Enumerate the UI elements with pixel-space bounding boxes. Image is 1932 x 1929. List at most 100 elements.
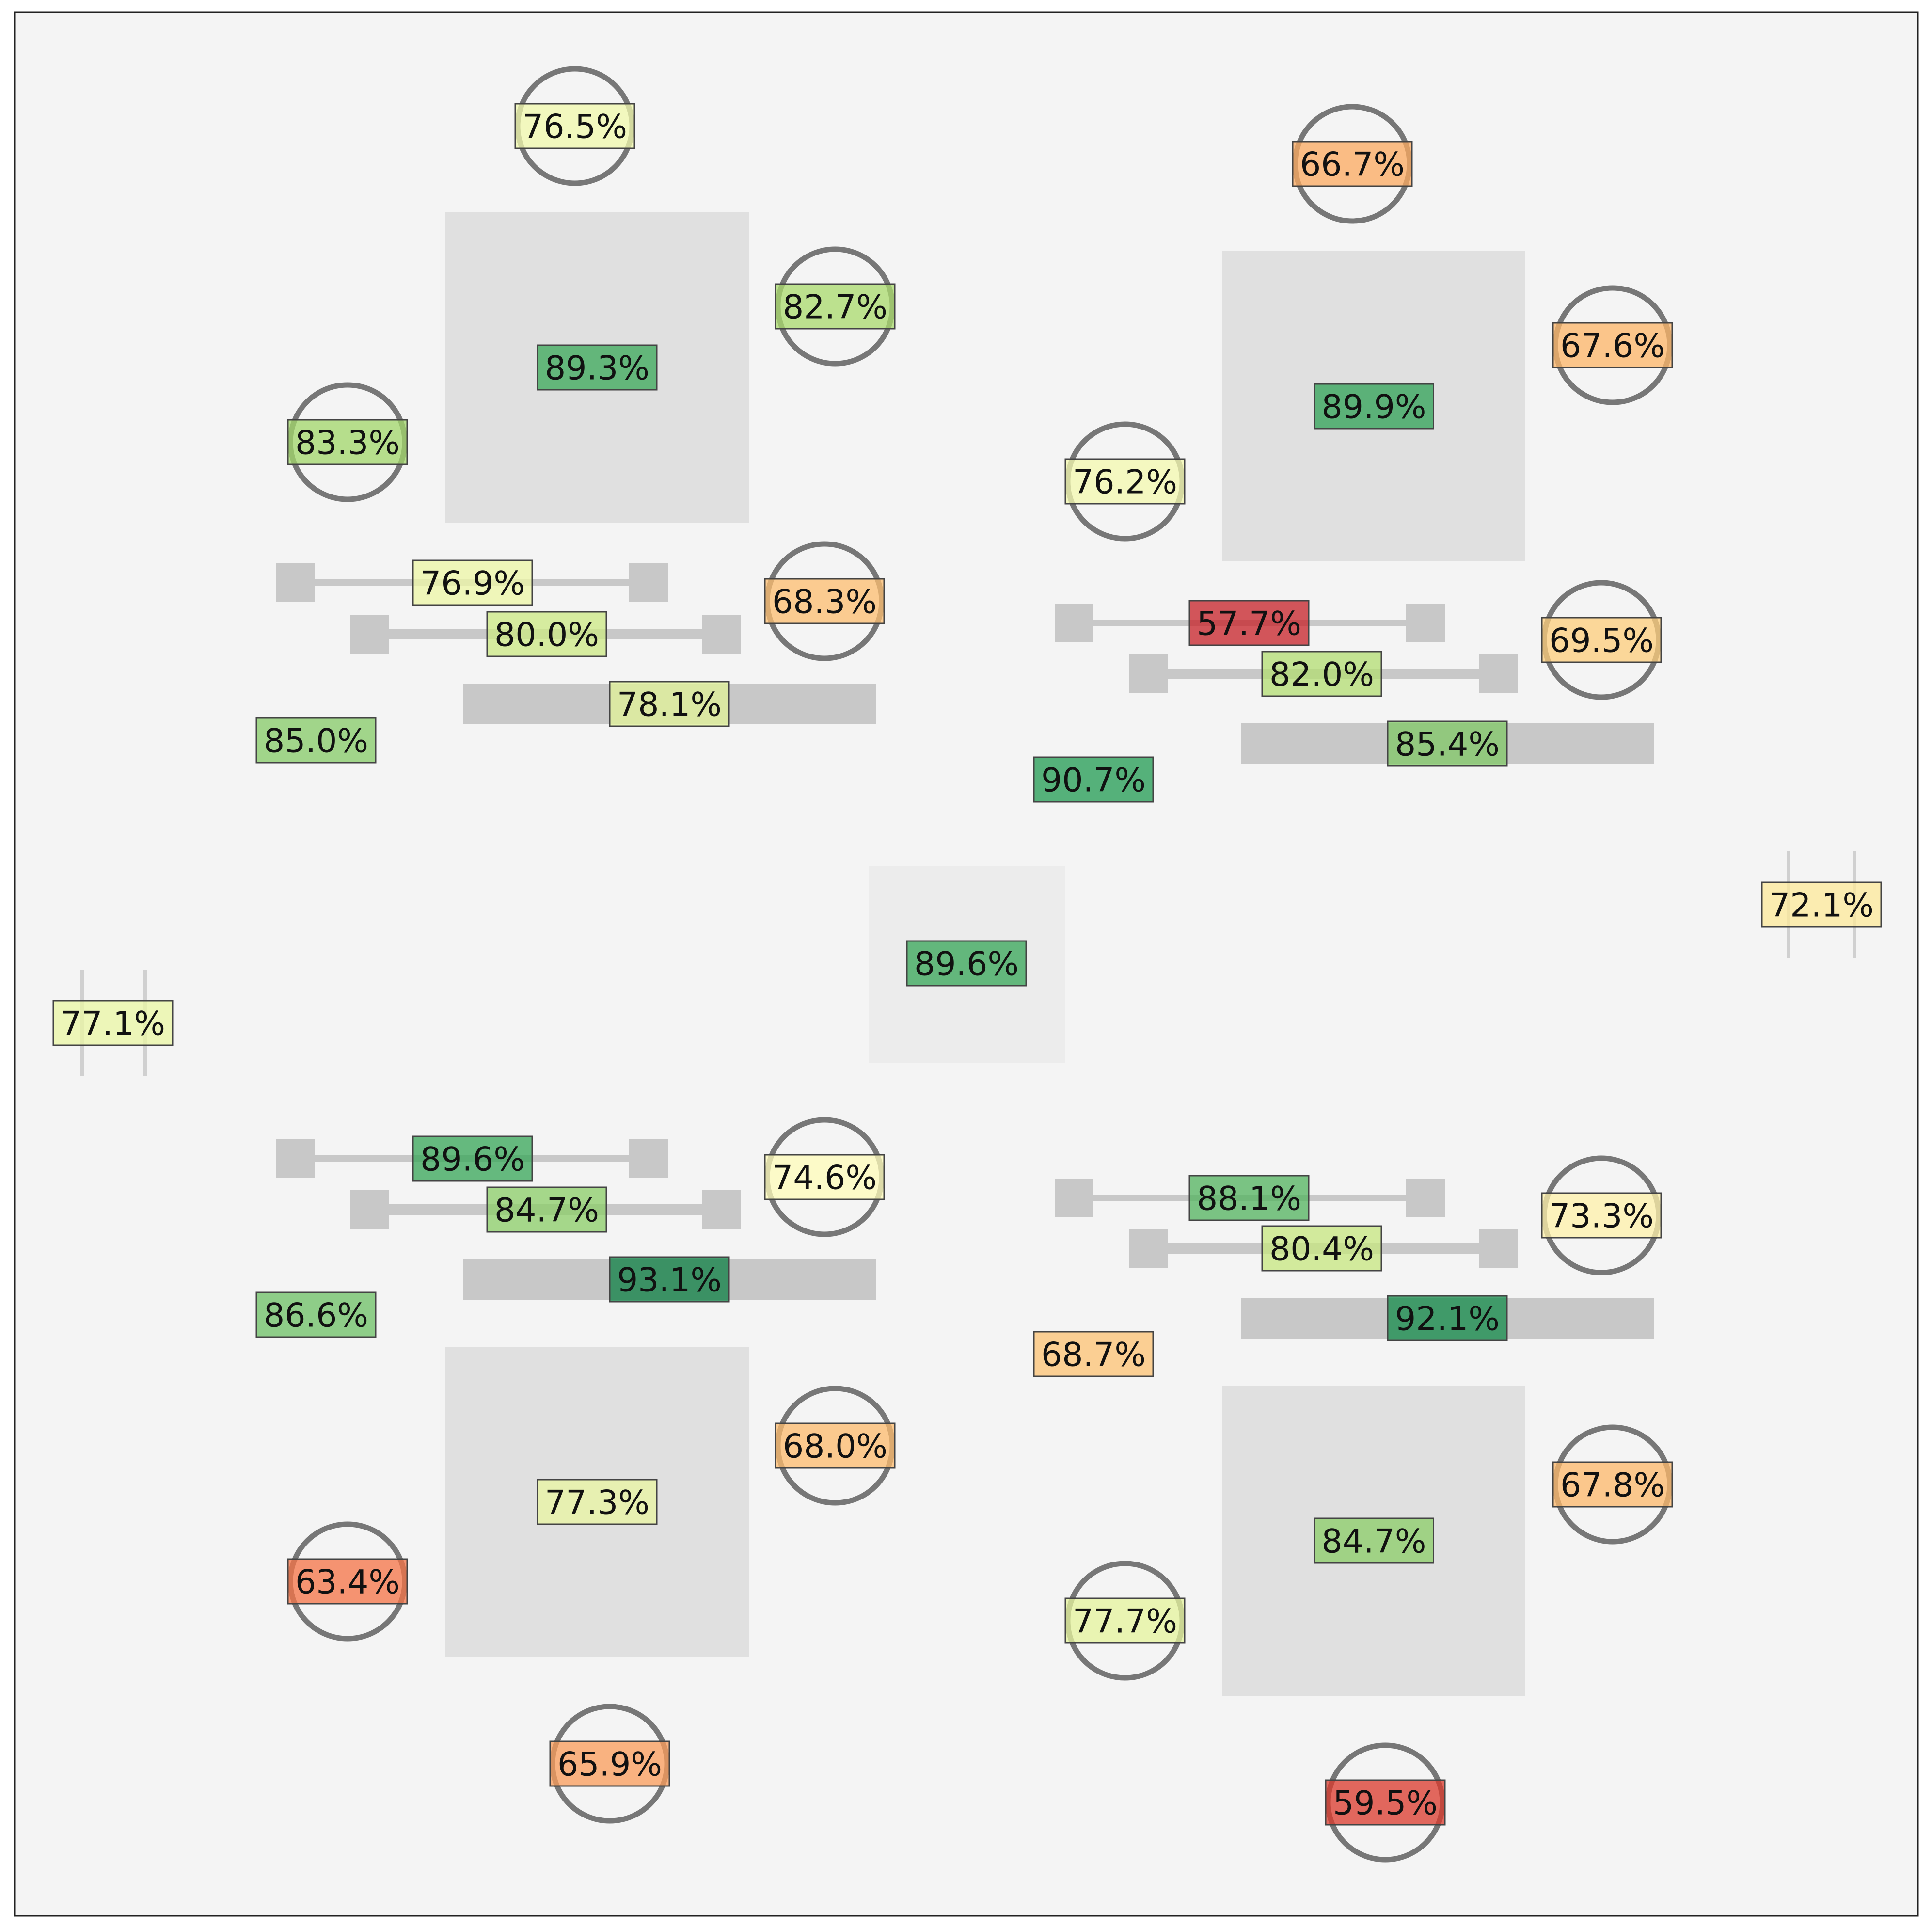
top-left-station-label: 85.0% — [255, 717, 377, 764]
bottom-right-seat-1-label: 73.3% — [1541, 1192, 1662, 1239]
bottom-left-table-label-box — [537, 1479, 658, 1525]
top-left-rail-1-label-box — [412, 559, 533, 606]
top-left-desk-label-box — [609, 681, 730, 727]
side-marker-left-label: 77.1% — [52, 1000, 174, 1046]
top-left-table-label: 89.3% — [537, 344, 658, 391]
top-right-rail-2-label-text: 82.0% — [1269, 656, 1374, 694]
top-right-seat-4-label-text: 69.5% — [1549, 622, 1654, 660]
bottom-left-seat-1-label-text: 74.6% — [772, 1159, 877, 1197]
top-left-table-label-box — [537, 344, 658, 391]
bottom-right-seat-1-label-box — [1541, 1192, 1662, 1239]
top-left-rail-2-label-box — [486, 611, 607, 657]
side-marker-right-label: 72.1% — [1761, 881, 1882, 928]
bottom-right-seat-2-label-box — [1552, 1461, 1673, 1508]
top-left-seat-1-label-text: 76.5% — [523, 108, 627, 146]
bottom-right-seat-1-label-text: 73.3% — [1549, 1197, 1654, 1236]
bottom-left-station-label-box — [255, 1291, 377, 1338]
bottom-left-seat-3-label-text: 63.4% — [295, 1563, 400, 1602]
bottom-left-seat-4-label-text: 65.9% — [557, 1746, 662, 1784]
bottom-left-desk-label-text: 93.1% — [617, 1261, 722, 1300]
bottom-left-seat-2-label: 68.0% — [775, 1422, 896, 1469]
bottom-right-seat-2-label-text: 67.8% — [1560, 1467, 1665, 1505]
bottom-right-seat-4-label-text: 59.5% — [1333, 1785, 1438, 1823]
bottom-right-rail-1-label: 88.1% — [1188, 1175, 1310, 1221]
top-right-rail-2-label-box — [1261, 651, 1382, 697]
bottom-right-station-label-box — [1033, 1331, 1154, 1377]
top-left-station-label-box — [255, 717, 377, 764]
bottom-left-station-label-text: 86.6% — [264, 1297, 368, 1335]
top-left-desk-label: 78.1% — [609, 681, 730, 727]
bottom-left-rail-2-label-box — [486, 1186, 607, 1233]
top-right-table-label: 89.9% — [1314, 383, 1434, 430]
bottom-left-seat-4-label: 65.9% — [549, 1740, 670, 1787]
top-right-seat-3-label-box — [1064, 458, 1186, 505]
top-right-seat-1-label: 66.7% — [1292, 141, 1413, 187]
bottom-right-rail-2-label: 80.4% — [1261, 1225, 1382, 1272]
top-right-seat-2-label-text: 67.6% — [1560, 327, 1665, 366]
top-right-seat-3-label: 76.2% — [1064, 458, 1186, 505]
center-table-label-text: 89.6% — [914, 945, 1019, 984]
top-left-seat-4-label: 68.3% — [764, 578, 885, 624]
top-left-desk-label-text: 78.1% — [617, 686, 722, 724]
top-right-table-label-box — [1314, 383, 1434, 430]
label-layer: 89.3% 76.5% 82.7% 83.3% 68.3% 76.9% 80.0% 78.1%… — [52, 103, 1882, 1826]
top-left-seat-4-label-box — [764, 578, 885, 624]
top-left-seat-2-label-text: 82.7% — [783, 288, 887, 327]
top-left-rail-2-label-text: 80.0% — [494, 616, 599, 654]
bottom-left-rail-1-label-box — [412, 1135, 533, 1182]
top-right-station-label-text: 90.7% — [1041, 762, 1146, 800]
top-right-seat-4-label: 69.5% — [1541, 617, 1662, 663]
top-right-desk-label-text: 85.4% — [1395, 726, 1500, 764]
side-marker-right-label-box — [1761, 881, 1882, 928]
bottom-right-seat-4-label-box — [1325, 1779, 1446, 1826]
bottom-right-table-label-text: 84.7% — [1321, 1523, 1426, 1561]
top-right-desk-label: 85.4% — [1387, 720, 1508, 767]
bottom-left-rail-2-label: 84.7% — [486, 1186, 607, 1233]
top-left-seat-1-label-box — [514, 103, 635, 149]
bottom-left-rail-2-label-text: 84.7% — [494, 1192, 599, 1230]
top-right-rail-2-label: 82.0% — [1261, 651, 1382, 697]
bottom-left-rail-1-label: 89.6% — [412, 1135, 533, 1182]
bottom-right-seat-3-label-box — [1064, 1597, 1186, 1644]
top-left-seat-3-label-box — [287, 419, 408, 465]
side-marker-left-label-box — [52, 1000, 174, 1046]
top-right-station-label: 90.7% — [1033, 756, 1154, 803]
top-left-table-label-text: 89.3% — [545, 350, 649, 388]
bottom-left-desk-label-box — [609, 1256, 730, 1303]
bottom-right-desk-label-text: 92.1% — [1395, 1300, 1500, 1339]
top-right-seat-3-label-text: 76.2% — [1073, 463, 1177, 502]
bottom-right-desk-label-box — [1387, 1295, 1508, 1341]
bottom-right-rail-1-label-text: 88.1% — [1197, 1180, 1301, 1218]
side-marker-left-label-text: 77.1% — [61, 1005, 165, 1043]
bottom-left-seat-2-label-text: 68.0% — [783, 1428, 887, 1466]
top-right-station-label-box — [1033, 756, 1154, 803]
top-left-seat-4-label-text: 68.3% — [772, 583, 877, 622]
bottom-right-station-label: 68.7% — [1033, 1331, 1154, 1377]
top-right-seat-2-label-box — [1552, 322, 1673, 368]
top-left-seat-2-label-box — [775, 283, 896, 330]
top-left-seat-2-label: 82.7% — [775, 283, 896, 330]
side-marker-right-label-text: 72.1% — [1769, 887, 1874, 925]
center-table-label: 89.6% — [906, 940, 1027, 987]
top-right-seat-2-label: 67.6% — [1552, 322, 1673, 368]
top-right-seat-1-label-text: 66.7% — [1300, 146, 1405, 184]
furniture-layer — [80, 66, 1856, 1863]
bottom-right-desk-label: 92.1% — [1387, 1295, 1508, 1341]
bottom-right-seat-4-label: 59.5% — [1325, 1779, 1446, 1826]
bottom-right-rail-2-label-box — [1261, 1225, 1382, 1272]
bottom-left-seat-3-label-box — [287, 1558, 408, 1605]
top-left-rail-1-label-text: 76.9% — [420, 565, 525, 603]
top-left-station-label-text: 85.0% — [264, 722, 368, 761]
bottom-right-seat-2-label: 67.8% — [1552, 1461, 1673, 1508]
bottom-right-table-label: 84.7% — [1314, 1517, 1434, 1564]
bottom-left-seat-1-label: 74.6% — [764, 1154, 885, 1200]
bottom-right-seat-3-label: 77.7% — [1064, 1597, 1186, 1644]
top-left-seat-1-label: 76.5% — [514, 103, 635, 149]
bottom-left-seat-2-label-box — [775, 1422, 896, 1469]
top-left-seat-3-label-text: 83.3% — [295, 424, 400, 462]
bottom-right-seat-3-label-text: 77.7% — [1073, 1603, 1177, 1641]
bottom-left-table-label-text: 77.3% — [545, 1484, 649, 1522]
bottom-right-station-label-text: 68.7% — [1041, 1336, 1146, 1374]
top-right-rail-1-label-text: 57.7% — [1197, 605, 1301, 643]
